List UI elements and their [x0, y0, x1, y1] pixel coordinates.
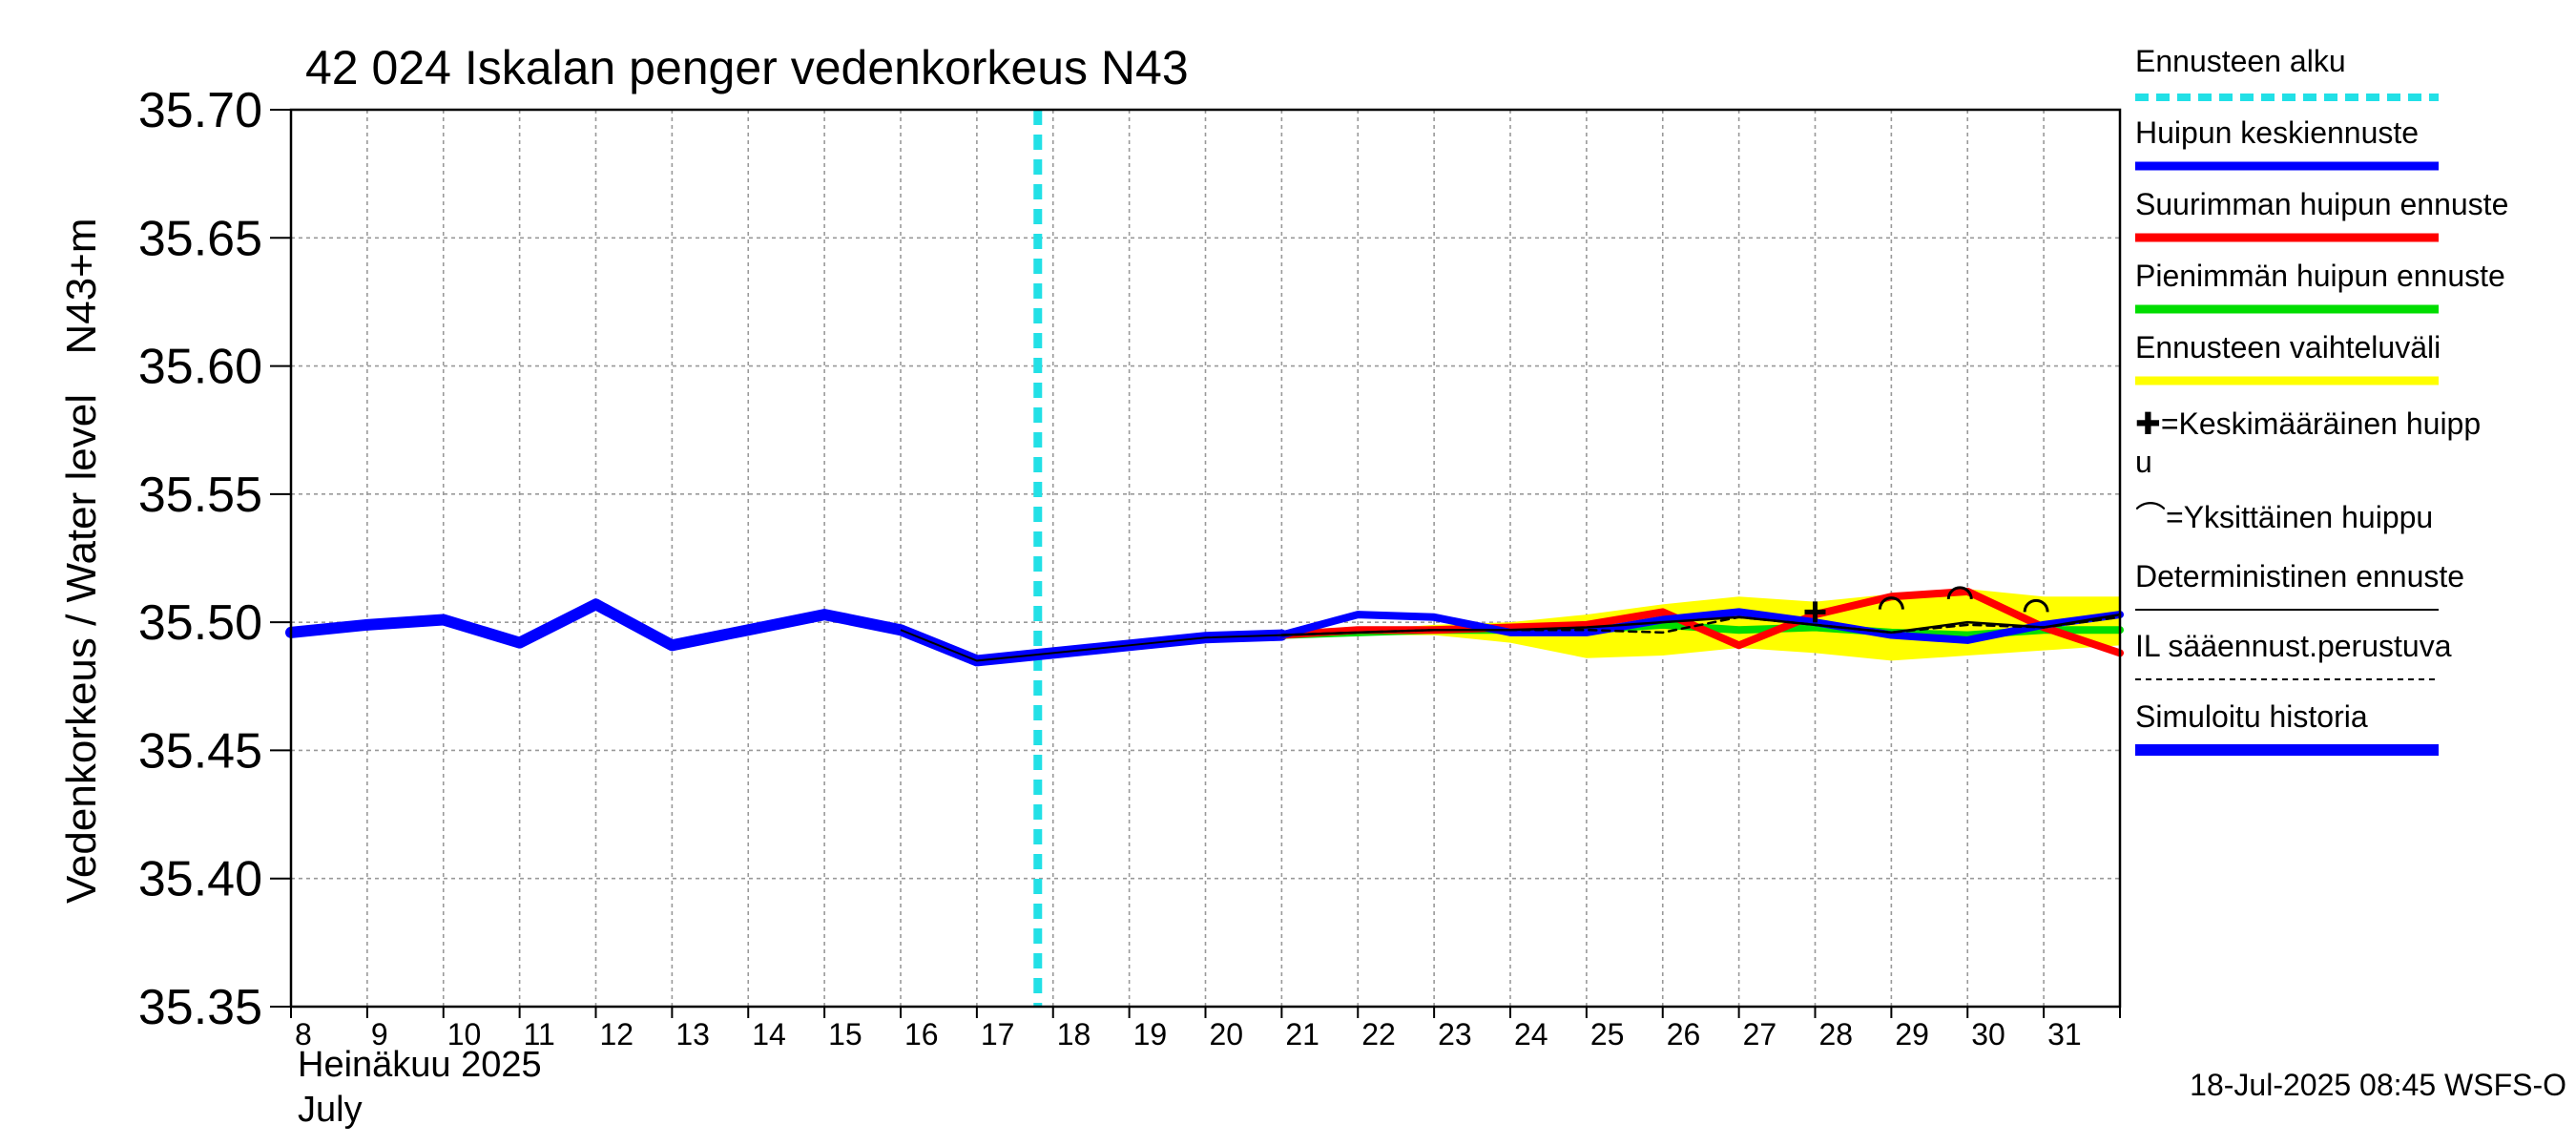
mean-peak-marker	[1804, 601, 1826, 623]
x-tick-label: 29	[1895, 1017, 1929, 1051]
y-tick-label: 35.70	[138, 83, 262, 138]
x-tick-label: 8	[295, 1017, 312, 1051]
y-tick-label: 35.50	[138, 595, 262, 651]
x-tick-label: 20	[1210, 1017, 1244, 1051]
series-lines	[285, 110, 2124, 1007]
grid	[291, 110, 2120, 1007]
y-tick-label: 35.35	[138, 980, 262, 1035]
x-tick-label: 21	[1285, 1017, 1319, 1051]
x-tick-label: 18	[1057, 1017, 1091, 1051]
x-tick-label: 16	[904, 1017, 939, 1051]
x-tick-label: 13	[675, 1017, 710, 1051]
x-tick-label: 9	[371, 1017, 388, 1051]
y-tick-label: 35.60	[138, 340, 262, 395]
single-peak-marker	[2023, 598, 2049, 613]
legend-label: ⌒=Yksittäinen huippu	[2135, 500, 2433, 534]
x-tick-label: 14	[752, 1017, 786, 1051]
x-tick-label: 25	[1590, 1017, 1625, 1051]
legend-label: Ennusteen vaihteluväli	[2135, 330, 2441, 364]
y-axis-unit: N43+m	[58, 218, 105, 354]
x-tick-label: 19	[1133, 1017, 1168, 1051]
peak-markers	[1804, 586, 2049, 623]
single-peak-marker	[1946, 586, 1973, 600]
x-tick-label: 28	[1819, 1017, 1854, 1051]
y-tick-label: 35.65	[138, 211, 262, 266]
legend-label: Deterministinen ennuste	[2135, 559, 2464, 593]
history-line	[285, 598, 1288, 667]
axes: 8 9 10 11 12 13 14 15 16 17 18 19 20 21 22 23 24 25 26 27 28…	[138, 83, 2122, 1051]
il-forecast-line	[1280, 615, 2122, 636]
legend-label: IL sääennust.perustuva	[2135, 629, 2452, 663]
single-peak-marker	[1878, 596, 1904, 610]
plot-frame	[289, 108, 2122, 1009]
x-tick-label: 26	[1667, 1017, 1701, 1051]
x-tick-label: 22	[1361, 1017, 1396, 1051]
x-month-en: July	[298, 1090, 363, 1130]
legend-label-cont: u	[2135, 445, 2152, 479]
legend-label: ✚=Keskimääräinen huipp	[2135, 406, 2481, 441]
legend: Ennusteen alku Huipun keskiennuste Suurimm…	[2135, 44, 2508, 756]
y-axis-label: Vedenkorkeus / Water level	[58, 394, 105, 904]
x-month-fi: Heinäkuu 2025	[298, 1045, 542, 1085]
y-tick-label: 35.45	[138, 723, 262, 779]
x-tick-label: 27	[1743, 1017, 1777, 1051]
chart-title: 42 024 Iskalan penger vedenkorkeus N43	[305, 41, 1189, 94]
x-tick-label: 12	[600, 1017, 634, 1051]
x-tick-label: 30	[1971, 1017, 2005, 1051]
x-tick-label: 17	[981, 1017, 1015, 1051]
x-tick-label: 31	[2047, 1017, 2082, 1051]
x-tick-label: 10	[447, 1017, 482, 1051]
x-tick-label: 23	[1438, 1017, 1472, 1051]
legend-label: Huipun keskiennuste	[2135, 115, 2419, 150]
legend-label: Ennusteen alku	[2135, 44, 2346, 78]
legend-label: Suurimman huipun ennuste	[2135, 187, 2508, 221]
y-tick-label: 35.40	[138, 852, 262, 907]
mean-peak-line	[1278, 608, 2124, 644]
x-tick-label: 11	[524, 1017, 555, 1051]
footer-timestamp: 18-Jul-2025 08:45 WSFS-O	[2190, 1068, 2566, 1102]
legend-label: Simuloitu historia	[2135, 699, 2368, 734]
legend-label: Pienimmän huipun ennuste	[2135, 259, 2505, 293]
y-tick-label: 35.55	[138, 468, 262, 523]
history-overlay-line	[900, 629, 1282, 662]
x-tick-label: 24	[1514, 1017, 1548, 1051]
x-tick-label: 15	[828, 1017, 862, 1051]
